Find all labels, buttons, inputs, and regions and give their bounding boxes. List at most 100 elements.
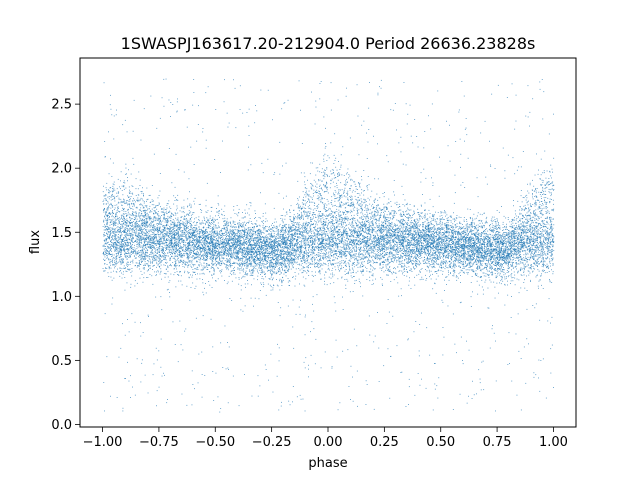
data-point <box>486 273 488 275</box>
data-point <box>267 261 268 262</box>
data-point <box>337 231 338 233</box>
data-point <box>236 254 238 256</box>
data-point <box>336 252 338 254</box>
data-point <box>159 260 161 262</box>
data-point <box>529 248 530 250</box>
data-point <box>419 384 421 386</box>
data-point <box>174 231 176 233</box>
data-point <box>373 408 375 410</box>
data-point <box>273 233 275 235</box>
data-point <box>210 239 211 241</box>
data-point <box>276 272 278 274</box>
data-point <box>471 276 473 277</box>
data-point <box>136 235 138 237</box>
data-point <box>439 253 441 255</box>
data-point <box>233 243 235 245</box>
data-point <box>160 211 162 213</box>
data-point <box>523 260 525 261</box>
data-point <box>400 244 402 245</box>
data-point <box>264 203 266 205</box>
data-point <box>180 280 182 282</box>
data-point <box>369 199 370 201</box>
data-point <box>421 268 423 269</box>
data-point <box>234 248 236 249</box>
data-point <box>494 245 496 247</box>
data-point <box>215 252 216 253</box>
data-point <box>548 251 550 253</box>
data-point <box>304 235 306 237</box>
data-point <box>317 219 319 221</box>
data-point <box>437 252 439 253</box>
data-point <box>343 213 344 215</box>
data-point <box>513 245 514 247</box>
data-point <box>498 247 500 248</box>
data-point <box>125 270 127 272</box>
data-point <box>266 266 268 268</box>
data-point <box>290 234 292 236</box>
data-point <box>248 239 250 241</box>
data-point <box>257 258 259 259</box>
data-point <box>431 241 433 243</box>
data-point <box>149 267 151 269</box>
data-point <box>250 245 252 247</box>
data-point <box>331 252 333 253</box>
data-point <box>512 218 514 220</box>
data-point <box>188 215 190 216</box>
data-point <box>132 193 134 195</box>
data-point <box>241 262 243 264</box>
data-point <box>526 249 528 251</box>
data-point <box>312 246 314 248</box>
data-point <box>176 205 178 207</box>
data-point <box>144 209 146 211</box>
data-point <box>172 232 174 233</box>
data-point <box>208 227 209 228</box>
data-point <box>179 220 181 222</box>
data-point <box>140 255 142 257</box>
data-point <box>470 249 472 251</box>
data-point <box>365 204 367 206</box>
data-point <box>306 194 308 196</box>
data-point <box>337 175 339 177</box>
data-point <box>452 264 454 266</box>
data-point <box>516 256 518 258</box>
data-point <box>434 228 436 229</box>
data-point <box>276 265 278 267</box>
data-point <box>516 278 518 280</box>
data-point <box>464 261 466 263</box>
data-point <box>455 243 457 245</box>
data-point <box>500 237 502 239</box>
data-point <box>301 216 303 218</box>
data-point <box>364 221 365 223</box>
data-point <box>226 258 228 259</box>
data-point <box>482 260 483 262</box>
data-point <box>219 233 221 235</box>
data-point <box>391 256 393 257</box>
data-point <box>549 218 551 220</box>
data-point <box>423 234 425 236</box>
data-point <box>537 217 539 219</box>
data-point <box>222 260 223 262</box>
data-point <box>138 216 140 218</box>
data-point <box>316 233 318 235</box>
data-point <box>435 235 437 237</box>
data-point <box>290 243 292 245</box>
data-point <box>510 250 511 252</box>
data-point <box>258 232 260 234</box>
data-point <box>366 132 367 134</box>
data-point <box>542 214 544 216</box>
data-point <box>411 239 413 241</box>
data-point <box>382 266 384 268</box>
data-point <box>156 249 158 250</box>
data-point <box>311 183 313 185</box>
data-point <box>506 229 508 230</box>
data-point <box>396 227 398 229</box>
data-point <box>462 247 463 249</box>
data-point <box>430 128 432 130</box>
data-point <box>432 230 434 232</box>
data-point <box>379 236 381 237</box>
data-point <box>511 277 513 279</box>
data-point <box>240 259 241 261</box>
data-point <box>483 255 485 256</box>
data-point <box>328 221 330 223</box>
data-point <box>149 225 151 226</box>
